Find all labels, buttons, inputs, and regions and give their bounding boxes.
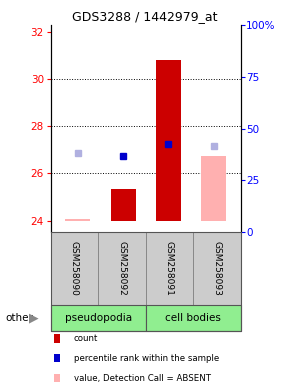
Bar [111,189,135,220]
Text: pseudopodia: pseudopodia [65,313,132,323]
Bar [156,60,181,220]
Text: ▶: ▶ [28,312,38,325]
Text: GSM258091: GSM258091 [165,242,174,296]
Text: percentile rank within the sample: percentile rank within the sample [74,354,219,363]
Text: GSM258090: GSM258090 [70,242,79,296]
Text: GDS3288 / 1442979_at: GDS3288 / 1442979_at [72,10,218,23]
Text: other: other [6,313,34,323]
Bar [66,219,90,220]
Text: GSM258093: GSM258093 [213,242,222,296]
Text: GSM258092: GSM258092 [117,242,126,296]
Text: value, Detection Call = ABSENT: value, Detection Call = ABSENT [74,374,211,383]
Text: cell bodies: cell bodies [165,313,221,323]
Bar [201,156,226,220]
Text: count: count [74,334,98,343]
